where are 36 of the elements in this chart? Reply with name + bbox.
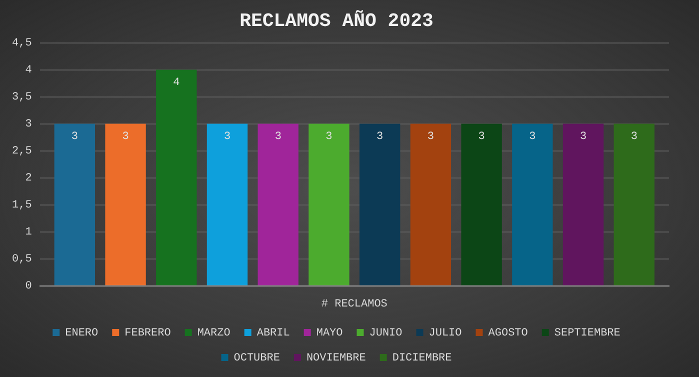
y-tick-label: 4 [25,64,32,77]
y-tick-label: 1 [25,226,32,239]
data-label: 3 [427,131,434,144]
y-tick-label: 1,5 [12,200,32,212]
data-label: 3 [580,131,587,144]
legend-label: AGOSTO [488,327,528,340]
legend-label: MARZO [197,327,231,340]
y-tick-label: 4,5 [12,38,32,50]
x-tick-label: # RECLAMOS [321,298,388,310]
legend-label: JUNIO [369,327,403,340]
data-label: 3 [71,131,78,144]
chart-title: RECLAMOS AÑO 2023 [240,10,434,32]
data-label: 3 [529,131,536,144]
y-tick-label: 2 [25,172,32,185]
data-label: 3 [224,131,231,144]
data-label: 4 [173,77,180,90]
legend-label: ABRIL [256,327,290,340]
data-label: 3 [122,131,129,144]
data-label: 3 [376,131,384,144]
y-tick-label: 3,5 [12,92,32,104]
legend-label: DICIEMBRE [392,352,452,364]
legend-label: OCTUBRE [234,352,280,364]
data-label: 3 [478,131,485,144]
legend-label: FEBRERO [124,327,172,340]
y-tick-label: 2,5 [12,146,32,158]
data-label: 3 [274,131,282,144]
y-tick-label: 0 [25,280,32,293]
legend-label: SEPTIEMBRE [554,327,621,340]
y-tick-label: 3 [25,118,32,131]
legend-label: NOVIEMBRE [306,352,366,364]
data-label: 3 [630,131,638,144]
data-label: 3 [326,131,332,144]
legend-label: MAYO [316,327,344,340]
legend-label: JULIO [428,327,462,340]
y-tick-label: 0,5 [12,254,32,266]
legend-label: ENERO [65,327,99,340]
